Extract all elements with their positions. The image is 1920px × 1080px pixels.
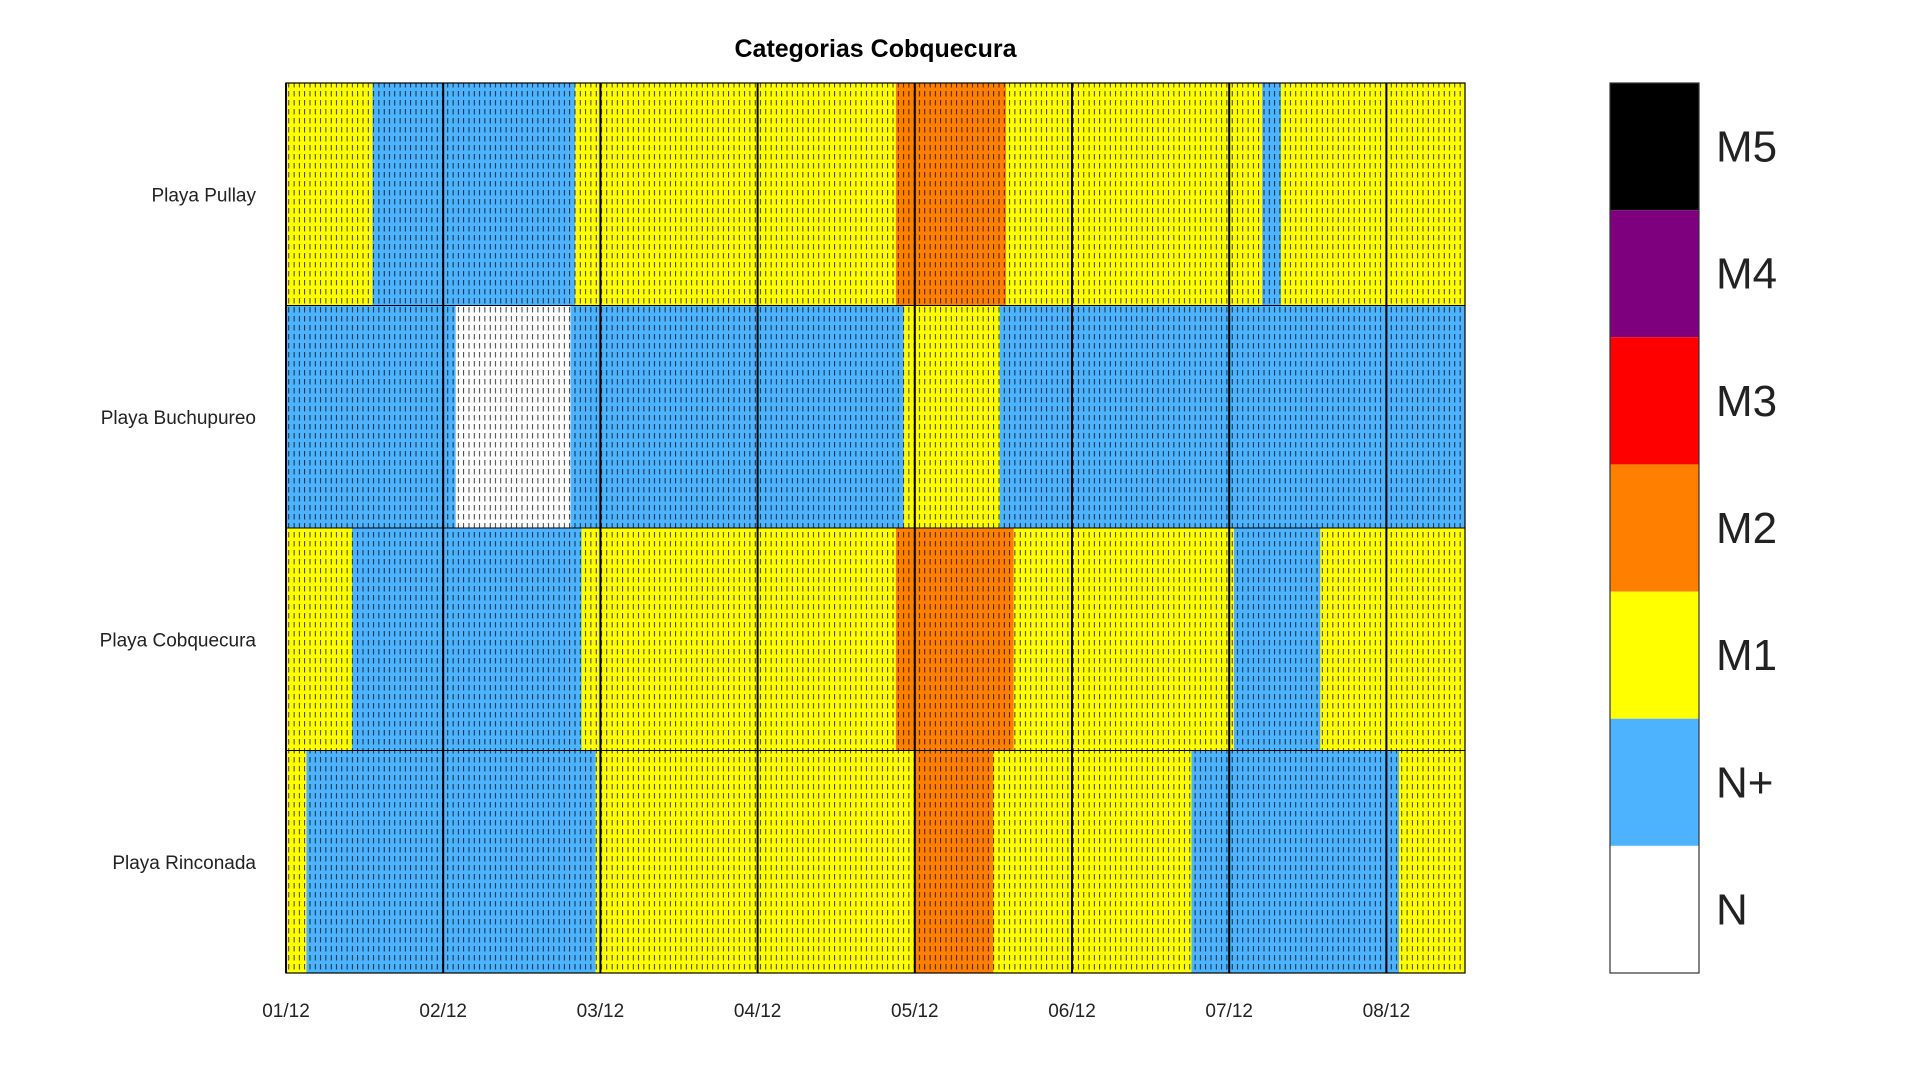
colorbar-label-1: M4 bbox=[1716, 250, 1777, 299]
colorbar-label-4: M1 bbox=[1716, 631, 1777, 680]
colorbar: M5 M4 M3 M2 M1 N+ N bbox=[1609, 82, 1777, 974]
colorbar-swatch-0 bbox=[1610, 83, 1699, 211]
x-tick-label-7: 08/12 bbox=[1363, 1001, 1411, 1022]
day-grid-lines bbox=[285, 82, 1466, 974]
x-tick-label-3: 04/12 bbox=[734, 1001, 782, 1022]
colorbar-swatch-5 bbox=[1610, 718, 1699, 846]
x-tick-label-6: 07/12 bbox=[1205, 1001, 1253, 1022]
colorbar-swatch-6 bbox=[1610, 845, 1699, 973]
colorbar-swatch-1 bbox=[1610, 210, 1699, 338]
row-label-3: Playa Rinconada bbox=[112, 853, 256, 874]
colorbar-label-3: M2 bbox=[1716, 504, 1777, 553]
plot-frame bbox=[285, 82, 1466, 974]
chart-title: Categorias Cobquecura bbox=[734, 35, 1017, 63]
x-tick-labels: 01/12 02/12 03/12 04/12 05/12 06/12 07/12 08/12 bbox=[262, 1001, 1410, 1022]
row-label-0: Playa Pullay bbox=[151, 185, 256, 206]
row-labels: Playa Pullay Playa Buchupureo Playa Cobque… bbox=[100, 185, 257, 874]
x-tick-label-4: 05/12 bbox=[891, 1001, 939, 1022]
x-tick-label-5: 06/12 bbox=[1048, 1001, 1096, 1022]
row-label-1: Playa Buchupureo bbox=[101, 408, 256, 429]
colorbar-swatch-3 bbox=[1610, 464, 1699, 592]
colorbar-label-6: N bbox=[1716, 885, 1748, 934]
colorbar-swatch-2 bbox=[1610, 337, 1699, 465]
x-tick-label-1: 02/12 bbox=[419, 1001, 467, 1022]
colorbar-frame bbox=[1609, 82, 1700, 974]
colorbar-label-0: M5 bbox=[1716, 123, 1777, 172]
colorbar-label-2: M3 bbox=[1716, 377, 1777, 426]
colorbar-label-5: N+ bbox=[1716, 758, 1773, 807]
x-tick-label-0: 01/12 bbox=[262, 1001, 310, 1022]
x-tick-label-2: 03/12 bbox=[577, 1001, 625, 1022]
row-label-2: Playa Cobquecura bbox=[100, 630, 257, 651]
colorbar-swatch-4 bbox=[1610, 591, 1699, 719]
